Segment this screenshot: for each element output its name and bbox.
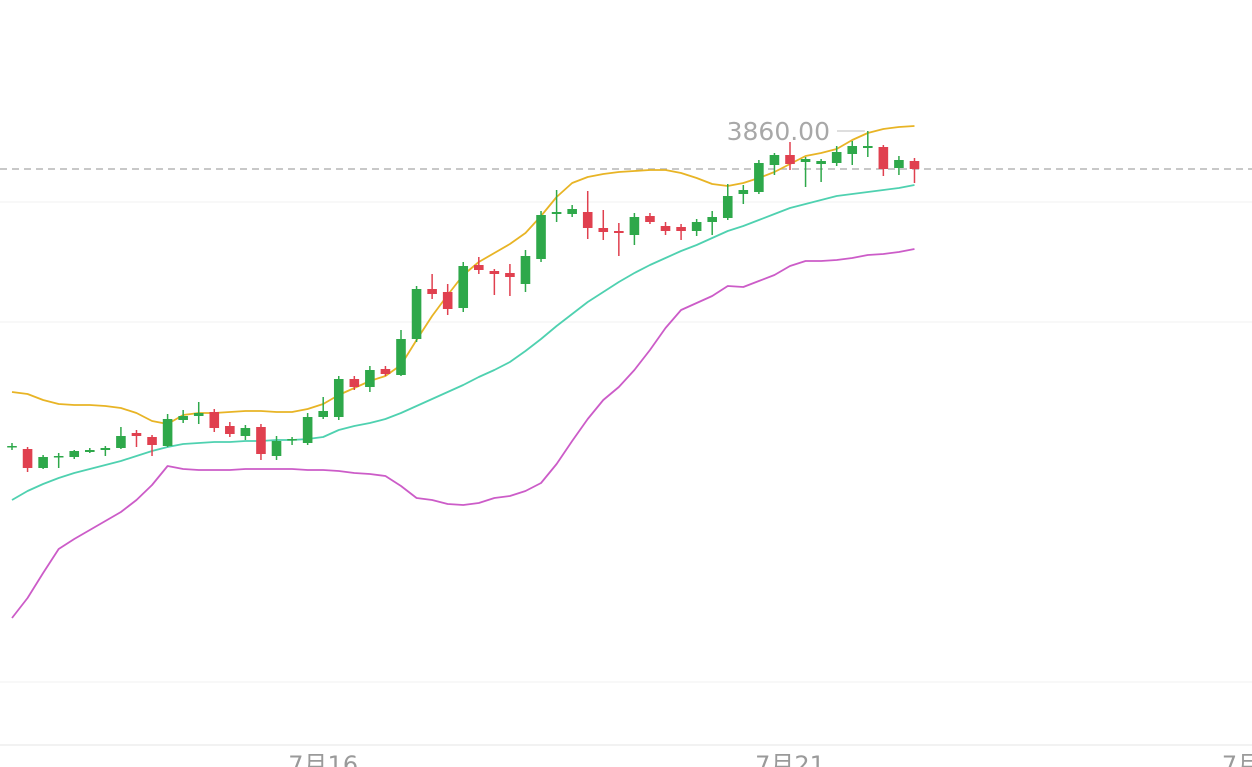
candle-body [691, 222, 702, 231]
candle-body [831, 152, 842, 163]
candle-body [225, 426, 235, 434]
candle-body [458, 266, 469, 308]
candle-body [582, 212, 593, 228]
candle-body [162, 419, 173, 446]
annotation-label: 3860.00 [727, 117, 830, 146]
candle-body [240, 428, 251, 436]
candle-body [847, 146, 858, 154]
candle-body [131, 433, 142, 436]
candle-body [365, 370, 375, 387]
candle-body [85, 450, 95, 452]
candle-body [722, 196, 733, 218]
candle-body [69, 451, 80, 457]
candle-body [100, 448, 111, 450]
candle-body [754, 163, 764, 192]
candle-body [863, 146, 873, 148]
band-line [11, 184, 915, 501]
candle-body [536, 215, 546, 259]
candle-body [178, 416, 188, 420]
candle-body [193, 413, 204, 416]
candle-body [271, 441, 282, 456]
band-line [11, 248, 915, 619]
candle-body [7, 446, 17, 448]
x-tick-label: 7月26 [1222, 751, 1252, 767]
candle-body [442, 292, 453, 309]
x-tick-label: 7月21 [755, 751, 825, 767]
candle-body [676, 227, 686, 231]
candle-body [629, 217, 640, 235]
candle-body [22, 449, 33, 468]
candle-body [645, 216, 655, 222]
candle-body [816, 161, 826, 164]
candle-body [567, 209, 577, 214]
candle-body [318, 411, 328, 417]
candle-body [333, 379, 344, 417]
candle-body [256, 427, 266, 454]
candle-body [614, 231, 624, 233]
candle-body [894, 160, 904, 168]
candle-body [116, 436, 126, 448]
candle-body [427, 289, 437, 294]
candle-body [474, 265, 484, 270]
candle-body [396, 339, 406, 375]
candle-body [380, 369, 391, 374]
candle-body [489, 271, 500, 274]
candle-body [707, 217, 717, 222]
candle-body [551, 212, 562, 214]
candle-body [785, 155, 795, 164]
candle-body [800, 159, 811, 162]
candle-body [598, 228, 609, 232]
candle-body [411, 289, 422, 339]
candle-body [38, 457, 48, 468]
candle-body [505, 273, 515, 277]
candle-body [660, 226, 671, 231]
candle-body [909, 161, 920, 169]
candle-body [769, 155, 780, 165]
candle-body [53, 456, 64, 458]
candle-body [302, 417, 313, 443]
candle-body [878, 147, 889, 169]
x-tick-label: 7月16 [288, 751, 358, 767]
candle-body [147, 437, 157, 445]
candle-body [209, 412, 220, 428]
candle-body [287, 439, 297, 441]
candle-body [520, 256, 531, 284]
candle-body [349, 379, 360, 387]
candle-body [738, 190, 749, 194]
